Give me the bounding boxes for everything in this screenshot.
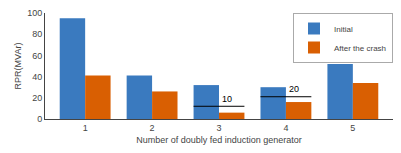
svg-text:5: 5: [350, 123, 355, 133]
svg-text:20: 20: [289, 84, 299, 94]
svg-text:After the crash: After the crash: [334, 44, 386, 53]
svg-text:100: 100: [27, 8, 42, 18]
svg-text:80: 80: [32, 29, 42, 39]
svg-text:10: 10: [222, 94, 232, 104]
svg-text:RPR(MVAr): RPR(MVAr): [13, 43, 23, 90]
svg-text:4: 4: [283, 123, 288, 133]
svg-text:1: 1: [83, 123, 88, 133]
svg-text:Initial: Initial: [334, 25, 353, 34]
svg-text:60: 60: [32, 51, 42, 61]
svg-text:20: 20: [32, 93, 42, 103]
svg-text:40: 40: [32, 72, 42, 82]
svg-text:2: 2: [150, 123, 155, 133]
svg-text:Number of doubly fed induction: Number of doubly fed induction generator: [136, 135, 302, 145]
svg-text:0: 0: [37, 114, 42, 124]
svg-text:3: 3: [216, 123, 221, 133]
